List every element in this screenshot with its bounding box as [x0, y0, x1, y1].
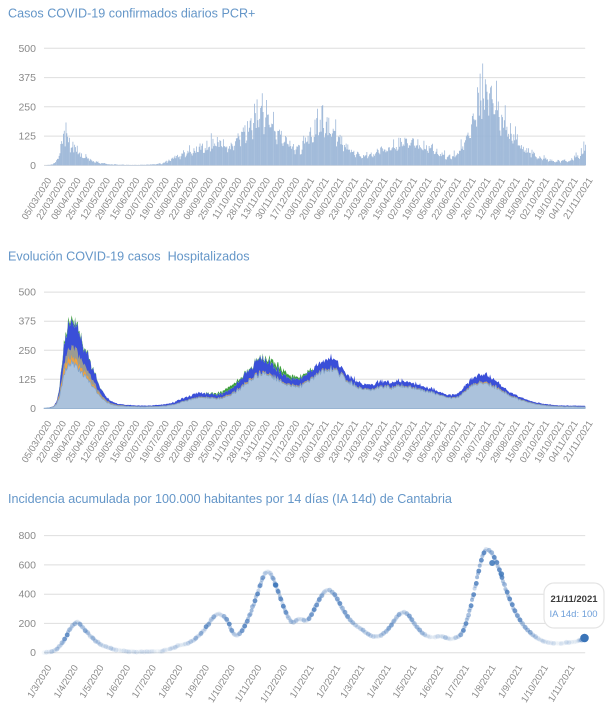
svg-text:375: 375 [18, 316, 36, 328]
svg-text:125: 125 [18, 131, 36, 143]
svg-text:Incidencia acumulada por 100.0: Incidencia acumulada por 100.000 habitan… [8, 492, 452, 506]
svg-text:0: 0 [30, 403, 36, 415]
svg-text:400: 400 [18, 589, 36, 601]
svg-text:Casos COVID-19 confirmados dia: Casos COVID-19 confirmados diarios PCR+ [8, 7, 255, 21]
svg-text:375: 375 [18, 72, 36, 84]
svg-text:200: 200 [18, 618, 36, 630]
svg-text:600: 600 [18, 559, 36, 571]
svg-text:250: 250 [18, 101, 36, 113]
svg-text:500: 500 [18, 43, 36, 55]
svg-text:800: 800 [18, 530, 36, 542]
svg-text:250: 250 [18, 345, 36, 357]
svg-text:0: 0 [30, 647, 36, 659]
svg-text:21/11/2021: 21/11/2021 [551, 594, 599, 605]
svg-text:500: 500 [18, 287, 36, 299]
svg-text:Evolución COVID-19 casos Hosp: Evolución COVID-19 casos Hospitalizados [8, 250, 250, 264]
svg-text:125: 125 [18, 374, 36, 386]
svg-text:IA 14d: 100: IA 14d: 100 [550, 609, 598, 620]
svg-text:0: 0 [30, 160, 36, 172]
